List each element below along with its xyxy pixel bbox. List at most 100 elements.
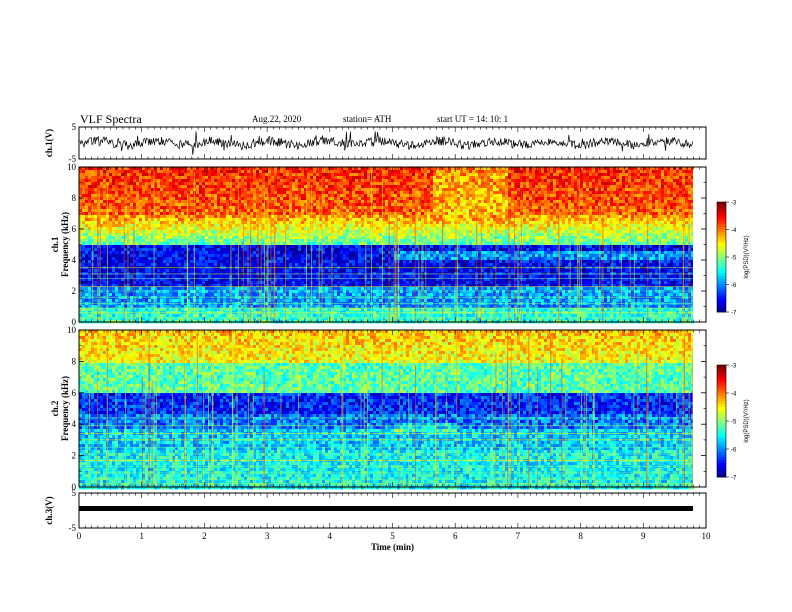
spectrogram-cell <box>163 176 166 179</box>
spectrogram-cell <box>421 179 424 182</box>
spectrogram-cell <box>169 236 172 239</box>
spectrogram-cell <box>535 194 538 197</box>
spectrogram-cell <box>346 236 349 239</box>
spectrogram-cell <box>85 215 88 218</box>
spectrogram-cell <box>433 188 436 191</box>
spectrogram-cell <box>511 224 514 227</box>
spectrogram-cell <box>145 227 148 230</box>
spectrogram-cell <box>82 167 85 170</box>
spectrogram-cell <box>79 191 82 194</box>
spectrogram-cell <box>286 194 289 197</box>
spectrogram-cell <box>382 170 385 173</box>
spectrogram-cell <box>463 233 466 236</box>
spectrogram-cell <box>661 203 664 206</box>
spectrogram-cell <box>145 176 148 179</box>
spectrogram-cell <box>406 209 409 212</box>
spectrogram-cell <box>673 191 676 194</box>
spectrogram-cell <box>412 182 415 185</box>
spectrogram-cell <box>532 170 535 173</box>
spectrogram-cell <box>220 224 223 227</box>
spectrogram-cell <box>430 212 433 215</box>
spectrogram-cell <box>358 185 361 188</box>
spectrogram-cell <box>385 203 388 206</box>
spectrogram-cell <box>82 233 85 236</box>
spectrogram-cell <box>298 188 301 191</box>
spectrogram-cell <box>595 221 598 224</box>
spectrogram-cell <box>562 197 565 200</box>
spectrogram-cell <box>631 227 634 230</box>
spectrogram-cell <box>145 197 148 200</box>
spectrogram-cell <box>421 194 424 197</box>
spectrogram-cell <box>88 227 91 230</box>
spectrogram-cell <box>361 206 364 209</box>
spectrogram-cell <box>352 173 355 176</box>
spectrogram-cell <box>169 191 172 194</box>
spectrogram-cell <box>109 176 112 179</box>
spectrogram-cell <box>211 215 214 218</box>
spectrogram-cell <box>625 194 628 197</box>
spectrogram-cell <box>670 224 673 227</box>
spectrogram-cell <box>640 221 643 224</box>
spectrogram-cell <box>664 236 667 239</box>
spectrogram-cell <box>112 236 115 239</box>
spectrogram-cell <box>505 221 508 224</box>
spectrogram-cell <box>328 233 331 236</box>
spectrogram-cell <box>406 191 409 194</box>
spectrogram-cell <box>271 170 274 173</box>
spectrogram-cell <box>493 179 496 182</box>
spectrogram-cell <box>340 203 343 206</box>
spectrogram-cell <box>166 197 169 200</box>
spectrogram-cell <box>361 215 364 218</box>
spectrogram-cell <box>88 191 91 194</box>
spectrogram-cell <box>79 218 82 221</box>
spectrogram-cell <box>433 179 436 182</box>
spectrogram-cell <box>226 233 229 236</box>
spectrogram-cell <box>511 230 514 233</box>
spectrogram-cell <box>421 221 424 224</box>
spectrogram-cell <box>112 170 115 173</box>
spectrogram-cell <box>526 182 529 185</box>
spectrogram-cell <box>103 170 106 173</box>
spectrogram-cell <box>631 200 634 203</box>
spectrogram-cell <box>295 188 298 191</box>
spectrogram-cell <box>424 194 427 197</box>
spectrogram-cell <box>541 212 544 215</box>
spectrogram-cell <box>220 218 223 221</box>
spectrogram-cell <box>142 221 145 224</box>
spectrogram-cell <box>517 215 520 218</box>
spectrogram-cell <box>334 170 337 173</box>
spectrogram-cell <box>163 233 166 236</box>
spectrogram-cell <box>232 239 235 242</box>
spectrogram-cell <box>85 176 88 179</box>
spectrogram-cell <box>613 188 616 191</box>
spectrogram-cell <box>157 173 160 176</box>
spectrogram-cell <box>655 185 658 188</box>
spectrogram-cell <box>613 176 616 179</box>
spectrogram-cell <box>607 185 610 188</box>
spectrogram-cell <box>205 215 208 218</box>
spectrogram-cell <box>115 230 118 233</box>
spectrogram-cell <box>451 236 454 239</box>
spectrogram-cell <box>271 191 274 194</box>
spectrogram-cell <box>136 233 139 236</box>
spectrogram-cell <box>550 218 553 221</box>
spectrogram-cell <box>517 203 520 206</box>
spectrogram-cell <box>550 182 553 185</box>
spectrogram-cell <box>604 200 607 203</box>
spectrogram-cell <box>568 188 571 191</box>
spectrogram-cell <box>487 170 490 173</box>
spectrogram-cell <box>244 218 247 221</box>
spectrogram-cell <box>280 224 283 227</box>
spectrogram-cell <box>85 191 88 194</box>
spectrogram-cell <box>595 179 598 182</box>
spectrogram-cell <box>685 197 688 200</box>
spectrogram-cell <box>226 221 229 224</box>
spectrogram-cell <box>688 170 691 173</box>
spectrogram-cell <box>385 173 388 176</box>
spectrogram-cell <box>277 182 280 185</box>
spectrogram-cell <box>532 191 535 194</box>
spectrogram-cell <box>163 236 166 239</box>
spectrogram-cell <box>586 197 589 200</box>
spectrogram-cell <box>277 209 280 212</box>
spectrogram-cell <box>466 236 469 239</box>
